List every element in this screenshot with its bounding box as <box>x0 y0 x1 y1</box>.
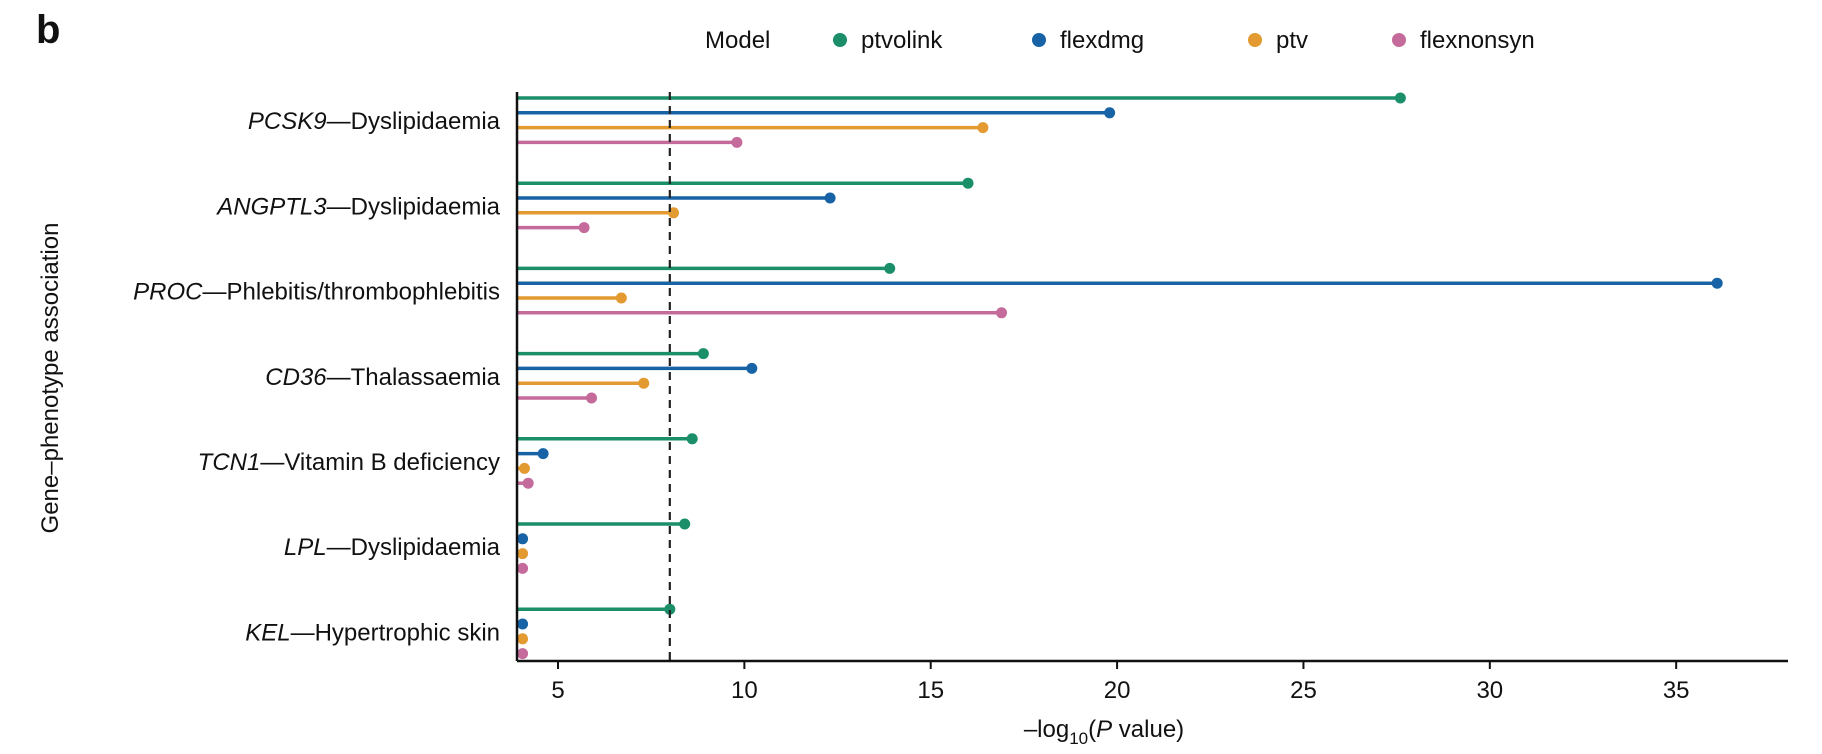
legend-marker-ptv <box>1248 33 1262 47</box>
category-dash: — <box>260 449 284 476</box>
category-gene: PROC <box>133 279 203 306</box>
lollipop-marks <box>517 92 1723 660</box>
point-flexnonsyn <box>517 648 529 660</box>
category-phenotype: Dyslipidaemia <box>351 534 501 561</box>
category-label: ANGPTL3—Dyslipidaemia <box>215 193 500 220</box>
category-gene: KEL <box>245 619 290 646</box>
legend-marker-flexdmg <box>1032 33 1046 47</box>
panel-label: b <box>36 8 61 52</box>
point-flexnonsyn <box>522 477 534 489</box>
category-phenotype: Phlebitis/thrombophlebitis <box>227 279 500 306</box>
point-flexdmg <box>517 533 529 545</box>
category-phenotype: Dyslipidaemia <box>351 193 501 220</box>
category-label: PCSK9—Dyslipidaemia <box>248 108 501 135</box>
point-flexdmg <box>537 448 549 460</box>
x-axis-title-prefix: –log <box>1024 716 1069 743</box>
y-axis-title-group: Gene–phenotype association <box>37 223 64 534</box>
x-axis-title-subscript: 10 <box>1069 729 1088 748</box>
legend-marker-flexnonsyn <box>1392 33 1406 47</box>
x-tick-label: 10 <box>731 677 758 704</box>
point-ptv <box>615 292 627 304</box>
category-phenotype: Vitamin B deficiency <box>284 449 500 476</box>
legend-label-ptvolink: ptvolink <box>861 27 943 54</box>
x-tick-label: 35 <box>1663 677 1690 704</box>
x-tick-label: 20 <box>1104 677 1131 704</box>
point-ptvolink <box>962 177 974 189</box>
point-ptv <box>977 122 989 134</box>
category-dash: — <box>327 364 351 391</box>
legend: Model ptvolink flexdmg ptv flexnonsyn <box>705 27 1535 54</box>
legend-title: Model <box>705 27 770 54</box>
point-flexnonsyn <box>578 222 590 234</box>
point-ptv <box>638 377 650 389</box>
category-phenotype: Dyslipidaemia <box>351 108 501 135</box>
category-label: CD36—Thalassaemia <box>265 364 500 391</box>
category-label: KEL—Hypertrophic skin <box>245 619 500 646</box>
legend-label-flexnonsyn: flexnonsyn <box>1420 27 1535 54</box>
category-label: LPL—Dyslipidaemia <box>284 534 501 561</box>
point-flexnonsyn <box>586 392 598 404</box>
legend-marker-ptvolink <box>833 33 847 47</box>
x-tick-label: 15 <box>917 677 944 704</box>
category-dash: — <box>203 279 227 306</box>
category-dash: — <box>327 108 351 135</box>
x-axis-title-open: ( <box>1088 716 1096 743</box>
category-gene: LPL <box>284 534 327 561</box>
point-flexdmg <box>517 618 529 630</box>
point-flexdmg <box>824 192 836 204</box>
x-axis-title-italic: P <box>1096 716 1112 743</box>
point-flexnonsyn <box>517 562 529 574</box>
point-flexdmg <box>1104 107 1116 119</box>
point-flexnonsyn <box>996 307 1008 319</box>
point-ptvolink <box>1394 92 1406 104</box>
point-flexdmg <box>1711 277 1723 289</box>
point-ptvolink <box>697 348 709 360</box>
point-ptvolink <box>664 603 676 615</box>
y-axis-title: Gene–phenotype association <box>37 223 64 534</box>
x-tick-label: 30 <box>1476 677 1503 704</box>
category-dash: — <box>327 534 351 561</box>
category-gene: CD36 <box>265 364 327 391</box>
x-axis-title-rest: value) <box>1112 716 1184 743</box>
category-label: TCN1—Vitamin B deficiency <box>198 449 500 476</box>
category-dash: — <box>327 193 351 220</box>
category-gene: PCSK9 <box>248 108 327 135</box>
point-ptvolink <box>686 433 698 445</box>
x-axis-title: –log10(P value) <box>1024 716 1184 748</box>
point-ptv <box>517 633 529 645</box>
legend-label-ptv: ptv <box>1276 27 1308 54</box>
category-labels: PCSK9—DyslipidaemiaANGPTL3—Dyslipidaemia… <box>133 108 500 646</box>
point-ptvolink <box>679 518 691 530</box>
x-tick-label: 5 <box>551 677 564 704</box>
category-label: PROC—Phlebitis/thrombophlebitis <box>133 279 500 306</box>
category-dash: — <box>291 619 315 646</box>
legend-label-flexdmg: flexdmg <box>1060 27 1144 54</box>
category-phenotype: Hypertrophic skin <box>315 619 500 646</box>
point-ptv <box>518 462 530 474</box>
point-ptv <box>517 548 529 560</box>
point-flexnonsyn <box>731 136 743 148</box>
point-ptvolink <box>884 262 896 274</box>
category-gene: ANGPTL3 <box>215 193 327 220</box>
point-flexdmg <box>746 362 758 374</box>
x-axis-ticks: 5 10 15 20 25 30 35 <box>551 661 1690 704</box>
category-phenotype: Thalassaemia <box>351 364 501 391</box>
x-tick-label: 25 <box>1290 677 1317 704</box>
category-gene: TCN1 <box>198 449 261 476</box>
